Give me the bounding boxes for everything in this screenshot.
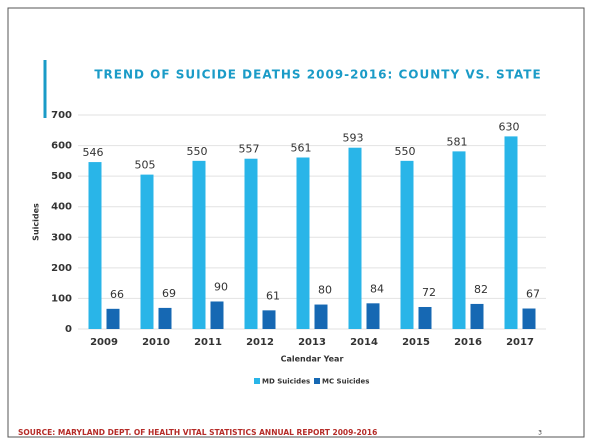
y-tick-label: 700 (51, 110, 72, 121)
y-tick-label: 600 (51, 141, 72, 152)
bar (158, 307, 172, 329)
data-label: 67 (526, 288, 540, 301)
bar (522, 308, 536, 329)
x-tick-label: 2017 (506, 337, 534, 348)
x-tick-label: 2010 (142, 337, 170, 348)
legend-label: MD Suicides (262, 378, 310, 386)
data-label: 61 (266, 289, 280, 302)
bar (140, 174, 154, 329)
data-label: 546 (83, 146, 104, 159)
bar (314, 304, 328, 329)
legend-swatch (314, 378, 320, 384)
x-tick-label: 2015 (402, 337, 430, 348)
data-label: 69 (162, 287, 176, 300)
x-tick-label: 2014 (350, 337, 378, 348)
y-tick-label: 300 (51, 232, 72, 243)
data-label: 84 (370, 282, 384, 295)
legend-swatch (254, 378, 260, 384)
page-number: 3 (538, 430, 542, 437)
x-tick-label: 2016 (454, 337, 482, 348)
data-label: 505 (135, 159, 156, 172)
x-axis-label: Calendar Year (281, 355, 344, 364)
bar (504, 136, 518, 329)
bar (366, 303, 380, 329)
slide-border (7, 7, 585, 438)
data-label: 557 (239, 143, 260, 156)
bar (244, 158, 258, 329)
bar (262, 310, 276, 329)
data-label: 581 (447, 135, 468, 148)
data-label: 72 (422, 286, 436, 299)
bar (400, 160, 414, 329)
bar (106, 308, 120, 329)
data-label: 550 (187, 145, 208, 158)
data-label: 550 (395, 145, 416, 158)
bar (296, 157, 310, 329)
y-tick-label: 200 (51, 263, 72, 274)
x-tick-label: 2009 (90, 337, 118, 348)
y-axis-label: Suicides (32, 203, 41, 241)
data-label: 561 (291, 141, 312, 154)
bar (418, 306, 432, 329)
data-label: 66 (110, 288, 124, 301)
data-label: 593 (343, 132, 364, 145)
data-label: 80 (318, 284, 332, 297)
bar (210, 301, 224, 329)
y-tick-label: 0 (65, 324, 72, 335)
bar (192, 160, 206, 329)
y-tick-label: 500 (51, 171, 72, 182)
legend-label: MC Suicides (322, 378, 369, 386)
bar (348, 147, 362, 329)
x-tick-label: 2011 (194, 337, 222, 348)
y-tick-label: 100 (51, 293, 72, 304)
bar (470, 303, 484, 329)
data-label: 90 (214, 280, 228, 293)
bar (452, 151, 466, 329)
bar (88, 162, 102, 329)
x-tick-label: 2012 (246, 337, 274, 348)
source-note: SOURCE: MARYLAND DEPT. OF HEALTH VITAL S… (18, 428, 377, 437)
y-tick-label: 400 (51, 202, 72, 213)
chart-title: TREND OF SUICIDE DEATHS 2009-2016: COUNT… (94, 68, 541, 82)
data-label: 630 (499, 120, 520, 133)
x-tick-label: 2013 (298, 337, 326, 348)
data-label: 82 (474, 283, 488, 296)
